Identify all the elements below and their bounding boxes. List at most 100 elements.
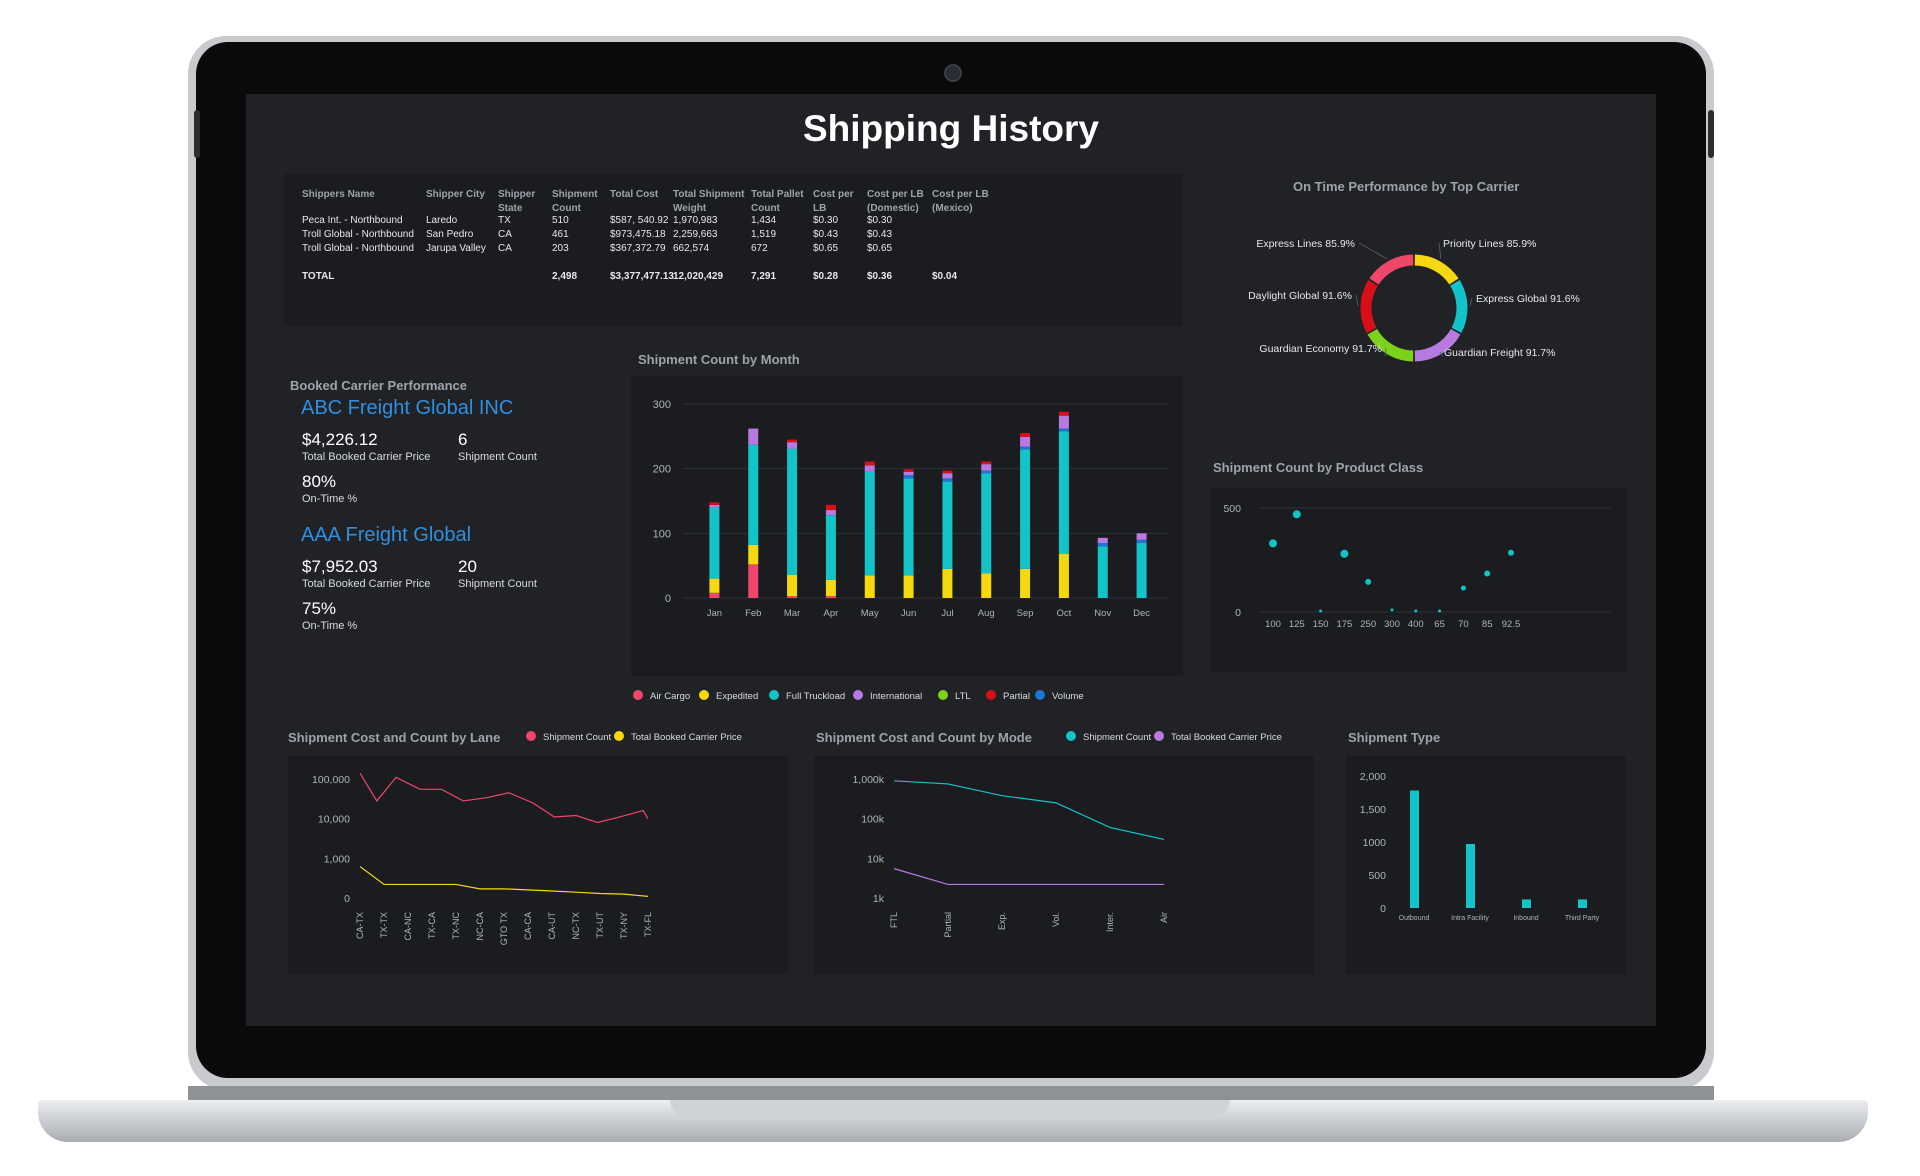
bar-segment (1097, 543, 1108, 547)
x-tick-label: CA-UT (547, 912, 557, 940)
bar-segment (787, 448, 798, 575)
table-header-cell: Shipper City (426, 189, 485, 200)
carrier-count-label: Shipment Count (458, 451, 537, 463)
bar-segment (942, 470, 953, 474)
legend-label: LTL (955, 691, 971, 702)
legend-item[interactable]: Total Booked Carrier Price (614, 731, 742, 743)
donut-leader-line (1355, 294, 1359, 307)
x-tick-label: TX-UT (595, 912, 605, 939)
x-tick-label: 92.5 (1502, 619, 1521, 630)
donut-label: Express Lines 85.9% (1256, 238, 1355, 250)
table-header-cell: State (498, 203, 523, 214)
x-tick-label: TX-NY (619, 912, 629, 939)
table-total-cell: $3,377,477.13 (610, 271, 674, 282)
x-tick-label: GTO TX (499, 912, 509, 945)
legend-item[interactable]: Total Booked Carrier Price (1154, 731, 1282, 743)
table-total-cell: 7,291 (751, 271, 777, 282)
legend-item[interactable]: Air Cargo (633, 690, 690, 702)
month-bar-chart: 0 100 200 300 Jan Feb Mar Apr May Jun Jul Aug Sep Oct… (653, 399, 1169, 619)
bar-segment (709, 507, 720, 579)
bar (1578, 899, 1587, 908)
bar-segment (903, 471, 914, 476)
table-total-cell: $0.36 (867, 271, 893, 282)
y-tick-label: 500 (1368, 870, 1386, 882)
bar (1522, 899, 1531, 908)
table-cell: 672 (751, 243, 768, 254)
webcam-icon (944, 64, 962, 82)
bar-segment (1020, 446, 1031, 450)
table-header-cell: Shipment (552, 189, 598, 200)
y-tick-label: 1,000 (324, 853, 350, 865)
table-total-cell: $0.28 (813, 271, 839, 282)
x-tick-label: TX-FL (643, 912, 653, 937)
y-tick-label: 10k (867, 853, 885, 865)
bar-segment (825, 596, 836, 598)
donut-leader-line (1439, 351, 1443, 357)
x-tick-label: 85 (1482, 619, 1493, 630)
y-tick-label: 100,000 (312, 774, 350, 786)
bar-segment (825, 515, 836, 580)
bar-segment (903, 475, 914, 479)
carrier-name[interactable]: ABC Freight Global INC (301, 397, 514, 419)
bar-segment (825, 579, 836, 597)
table-header-cell: Cost per LB (932, 189, 989, 200)
legend-item[interactable]: International (853, 690, 922, 702)
y-tick-label: 0 (665, 593, 671, 605)
x-tick-label: 175 (1336, 619, 1352, 630)
carrier-name[interactable]: AAA Freight Global (301, 524, 472, 546)
bar-segment (1058, 428, 1069, 432)
legend-item[interactable]: Volume (1035, 690, 1084, 702)
table-cell: $0.65 (813, 243, 839, 254)
month-chart-panel: 0 100 200 300 Jan Feb Mar Apr May Jun Jul Aug Sep Oct… (631, 376, 1183, 676)
bar-segment (1058, 554, 1069, 598)
mode-chart-title: Shipment Cost and Count by Mode (816, 730, 1032, 745)
bar-segment (1136, 533, 1147, 540)
legend-item[interactable]: Partial (986, 690, 1030, 702)
legend-label: Total Booked Carrier Price (1171, 732, 1282, 743)
scatter-point (1438, 609, 1442, 613)
bar-segment (981, 470, 992, 474)
bar-segment (748, 544, 759, 565)
bar-segment (864, 465, 875, 472)
bar-segment (787, 439, 798, 443)
carrier-price-label: Total Booked Carrier Price (302, 578, 431, 590)
x-tick-label: Exp. (997, 912, 1007, 930)
x-tick-label: Air (1159, 912, 1169, 923)
mode-chart-panel: 1k 10k 100k 1,000k FTL Partial Exp. Vol. Inter. A… (814, 756, 1314, 974)
legend-item[interactable]: Expedited (699, 690, 758, 702)
table-cell: $973,475.18 (610, 229, 666, 240)
x-tick-label: 70 (1458, 619, 1469, 630)
x-tick-label: Mar (784, 608, 800, 619)
legend-swatch (1035, 690, 1045, 700)
table-cell: 1,434 (751, 215, 777, 226)
legend-item[interactable]: Full Truckload (769, 690, 845, 702)
laptop-base-notch (670, 1100, 1230, 1118)
donut-label: Priority Lines 85.9% (1443, 238, 1536, 250)
donut-label: Guardian Economy 91.7% (1259, 343, 1382, 355)
donut-leader-line (1385, 347, 1387, 357)
y-tick-label: 0 (1380, 903, 1386, 915)
table-cell: $0.65 (867, 243, 893, 254)
y-tick-label: 1,000k (852, 774, 884, 786)
x-tick-label: 150 (1313, 619, 1329, 630)
table-cell: $0.30 (867, 215, 893, 226)
carrier-price-label: Total Booked Carrier Price (302, 451, 431, 463)
y-tick-label: 100 (653, 528, 671, 540)
legend-swatch (1154, 731, 1164, 741)
carrier-price-value: $7,952.03 (302, 557, 378, 576)
side-button (1708, 110, 1714, 158)
table-header-cell: (Domestic) (867, 203, 919, 214)
table-header-cell: Cost per LB (867, 189, 924, 200)
legend-item[interactable]: Shipment Count (526, 731, 611, 743)
series-line (359, 866, 649, 897)
x-tick-label: Feb (745, 608, 761, 619)
donut-slice (1360, 279, 1378, 333)
lane-line-chart: 0 1,000 10,000 100,000 CA-TX TX-TX CA-NC TX-CA T… (312, 772, 653, 945)
y-tick-label: 1k (873, 893, 885, 905)
legend-swatch (614, 731, 624, 741)
bar-segment (1136, 543, 1147, 598)
legend-item[interactable]: LTL (938, 690, 971, 702)
table-cell: CA (498, 229, 512, 240)
bar-segment (903, 575, 914, 598)
legend-item[interactable]: Shipment Count (1066, 731, 1151, 743)
